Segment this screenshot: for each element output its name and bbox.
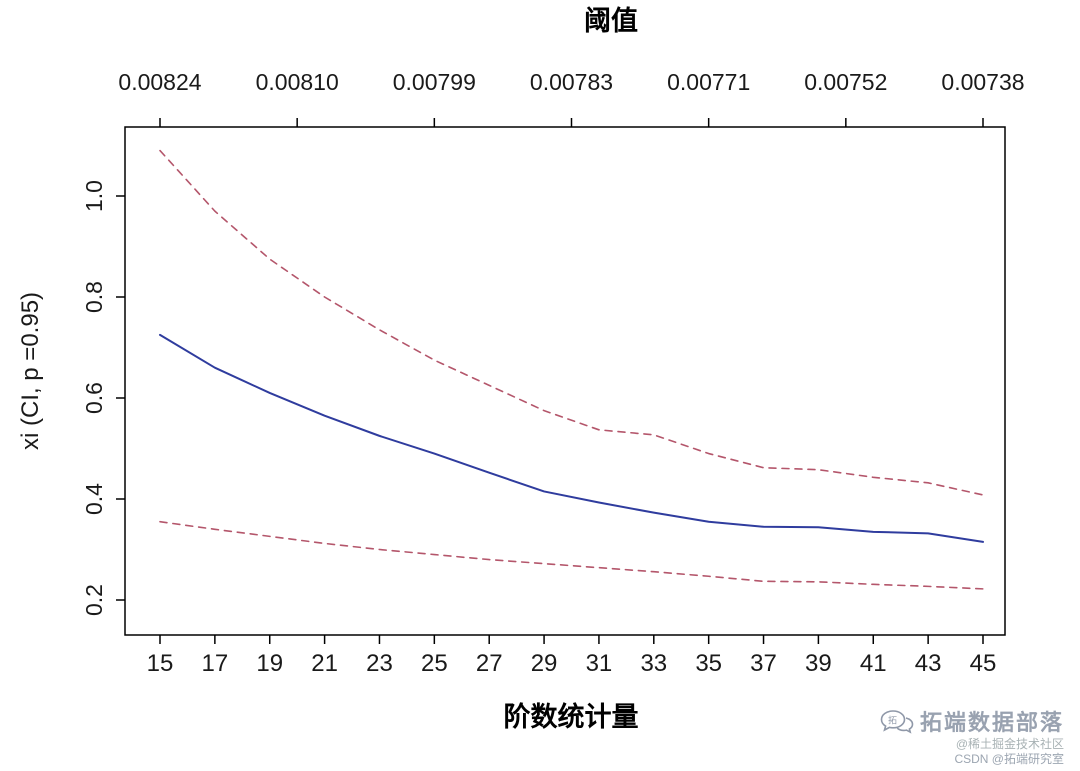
top-tick-label: 0.00783 [530, 69, 613, 95]
top-axis-title: 阈值 [584, 6, 638, 36]
x-tick-label: 33 [640, 650, 667, 677]
x-tick-label: 35 [695, 650, 722, 677]
top-tick-label: 0.00824 [118, 69, 201, 95]
series-line-xi-estimate [159, 333, 984, 543]
x-tick-label: 31 [586, 650, 613, 677]
svg-text:拓: 拓 [888, 715, 897, 726]
y-axis-title: xi (CI, p =0.95) [17, 292, 44, 450]
y-tick-label: 0.4 [81, 483, 107, 515]
y-tick-label: 0.2 [81, 584, 107, 616]
y-tick-label: 0.8 [81, 281, 107, 313]
top-tick-label: 0.00738 [941, 69, 1024, 95]
x-tick-label: 39 [805, 650, 832, 677]
series-line-lower-confidence-95 [159, 520, 984, 590]
watermark: 拓 拓端数据部落 @稀土掘金技术社区 CSDN @拓端研究室 [880, 709, 1064, 768]
y-tick-label: 0.6 [81, 382, 107, 414]
x-axis-title: 阶数统计量 [504, 701, 639, 732]
plot-frame [124, 126, 1006, 636]
x-tick-label: 29 [531, 650, 558, 677]
x-tick-label: 27 [476, 650, 503, 677]
x-tick-label: 17 [202, 650, 229, 677]
watermark-csdn-text: CSDN @拓端研究室 [954, 752, 1064, 766]
x-tick-label: 25 [421, 650, 448, 677]
x-tick-label: 43 [915, 650, 942, 677]
top-tick-label: 0.00771 [667, 69, 750, 95]
top-tick-label: 0.00799 [393, 69, 476, 95]
chat-bubbles-icon: 拓 [880, 709, 914, 735]
x-tick-label: 37 [750, 650, 777, 677]
x-tick-label: 41 [860, 650, 887, 677]
watermark-brand-text: 拓端数据部落 [919, 709, 1064, 735]
x-tick-label: 21 [311, 650, 338, 677]
x-tick-label: 15 [147, 650, 174, 677]
watermark-brand-row: 拓 拓端数据部落 [880, 709, 1064, 737]
x-tick-label: 23 [366, 650, 393, 677]
series-line-upper-confidence-95 [159, 149, 984, 496]
y-tick-label: 1.0 [81, 180, 107, 212]
x-tick-label: 45 [970, 650, 997, 677]
watermark-juejin-text: @稀土掘金技术社区 [955, 737, 1064, 751]
top-tick-label: 0.00752 [804, 69, 887, 95]
top-tick-label: 0.00810 [256, 69, 339, 95]
x-tick-label: 19 [256, 650, 283, 677]
